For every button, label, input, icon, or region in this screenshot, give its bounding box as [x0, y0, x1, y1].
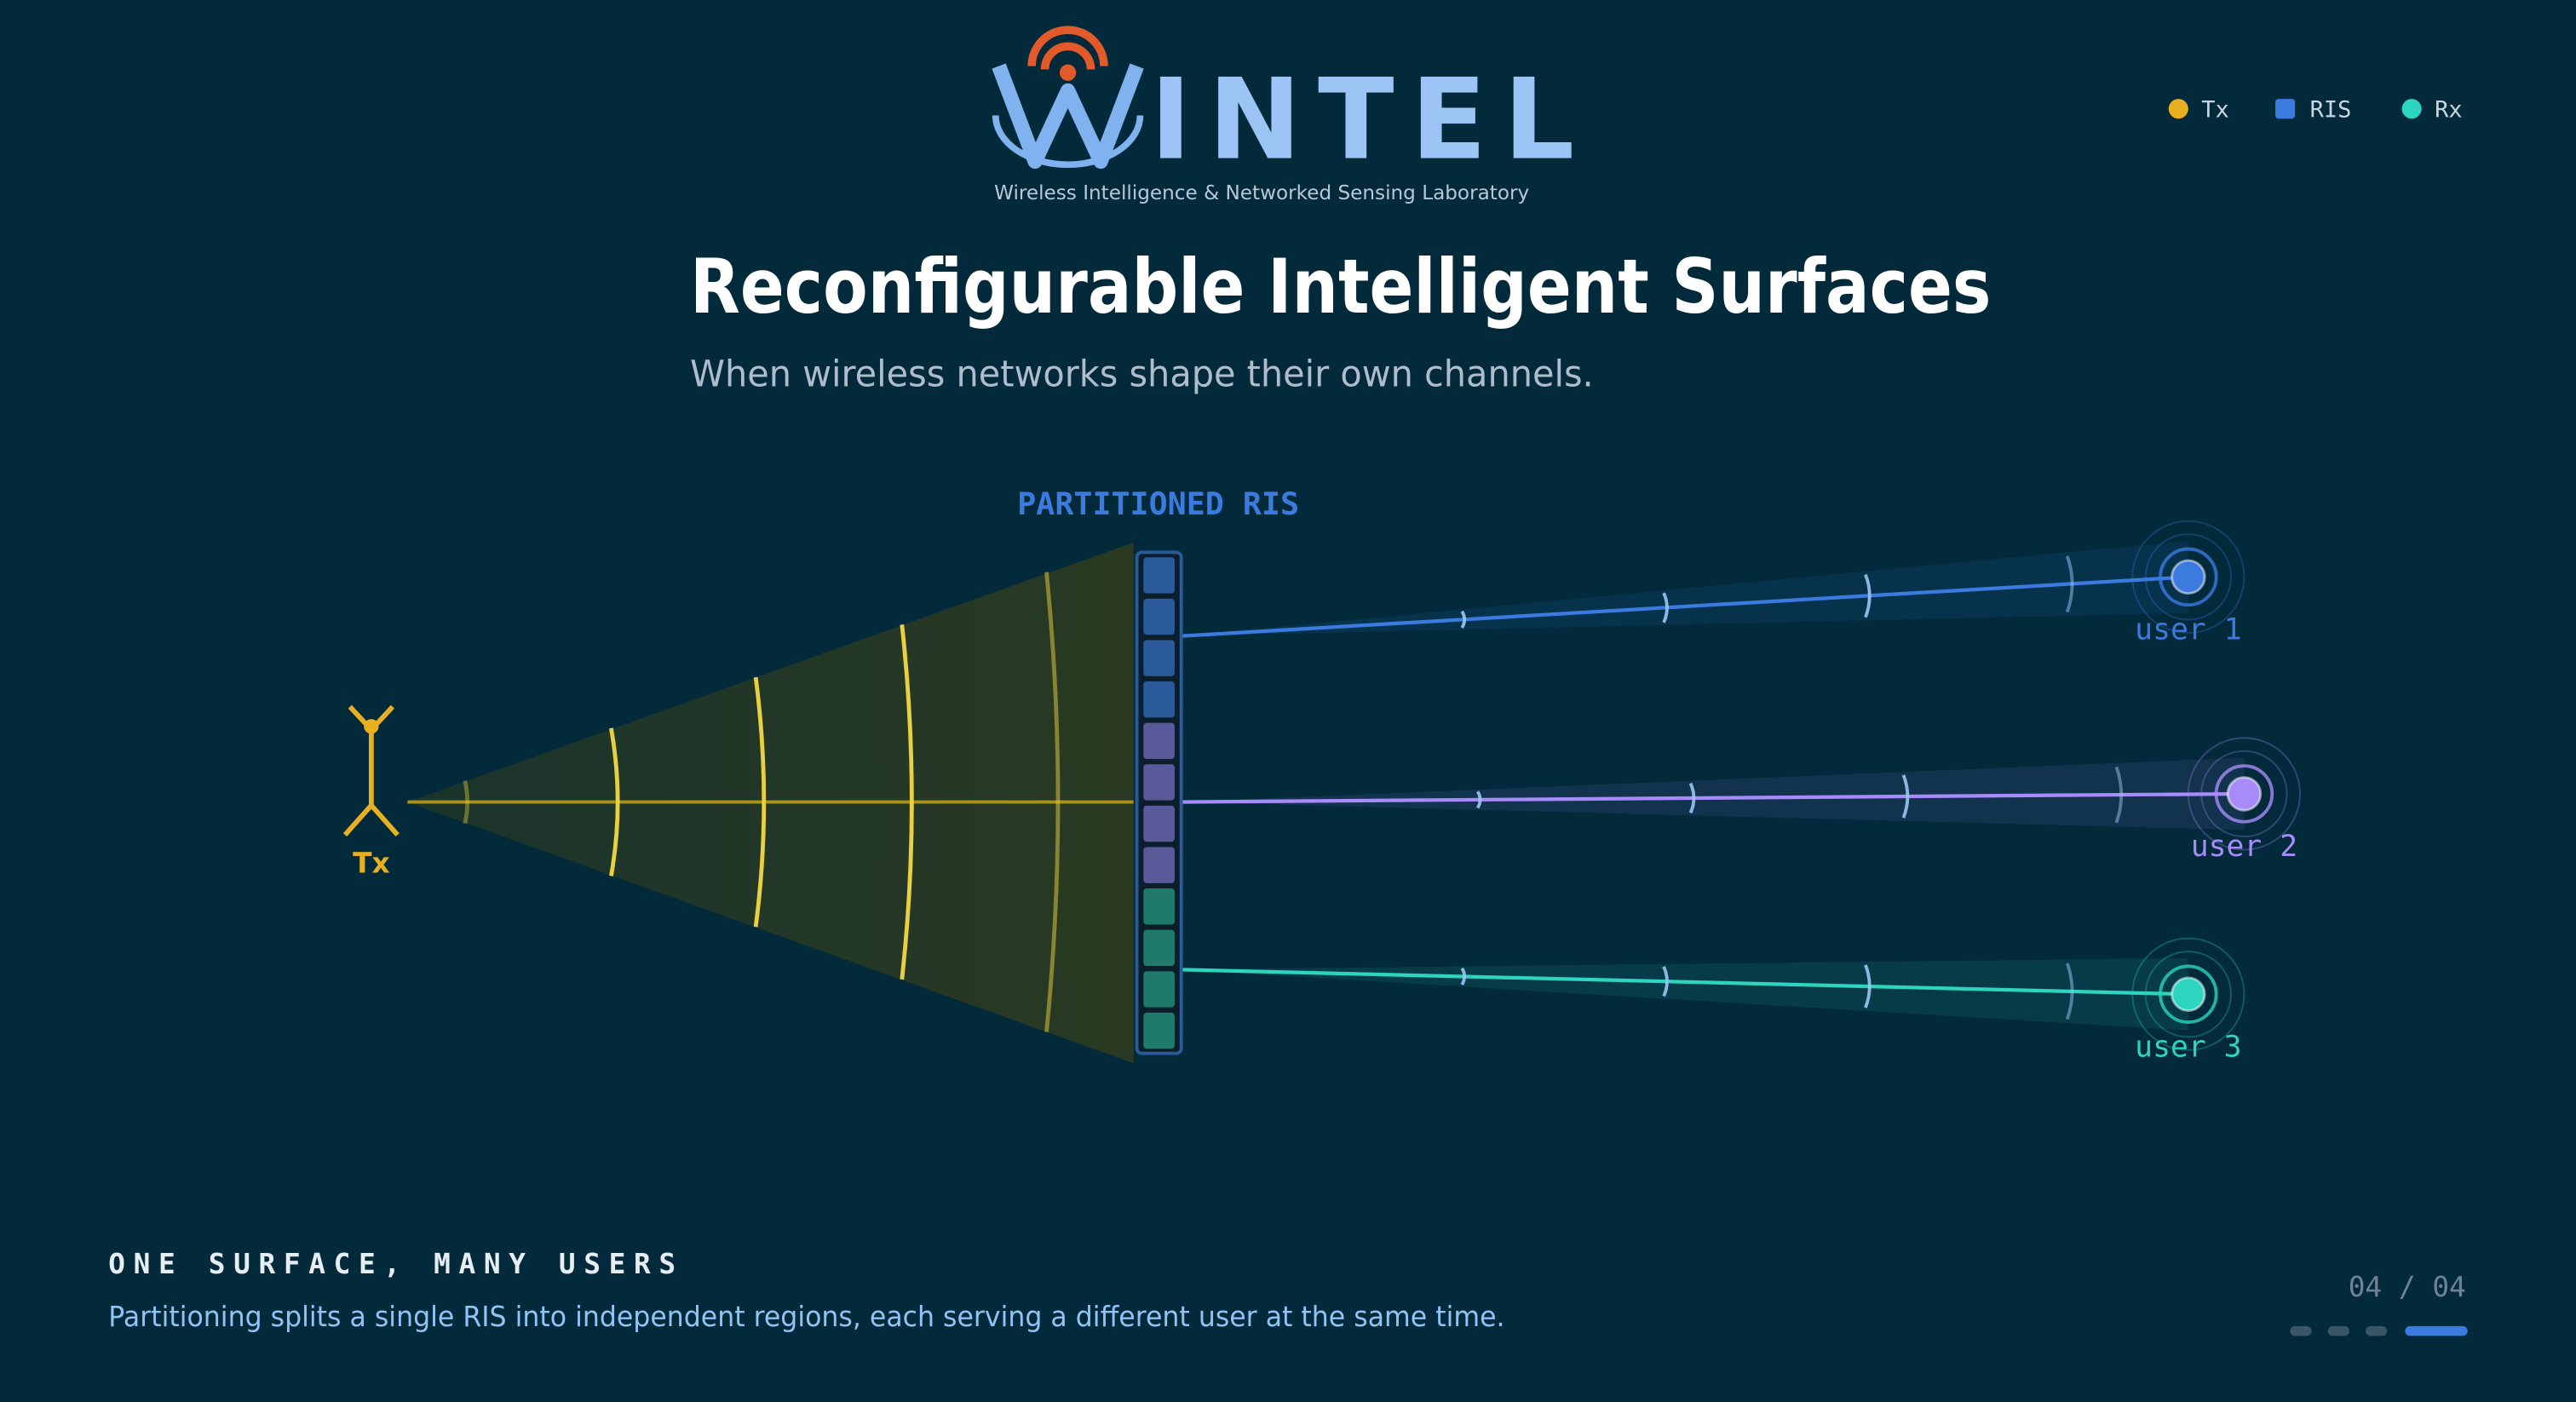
- user-ring: [2187, 737, 2301, 851]
- lab-name: Wireless Intelligence & Networked Sensin…: [994, 182, 1529, 204]
- logo: INTEL Wireless Intelligence & Networked …: [992, 26, 1591, 204]
- ris-cell: [1143, 1012, 1175, 1049]
- user-label: user 3: [2135, 1031, 2241, 1065]
- ris-label: PARTITIONED RIS: [1017, 486, 1299, 522]
- ris-cells: [1143, 557, 1175, 1049]
- tx-antenna: [342, 704, 400, 837]
- user-label: user 2: [2191, 830, 2297, 864]
- legend-swatch: [2275, 99, 2296, 119]
- footer-text: Partitioning splits a single RIS into in…: [108, 1301, 1504, 1333]
- user-ray: [1179, 968, 2188, 997]
- footer-heading: ONE SURFACE, MANY USERS: [108, 1248, 684, 1280]
- legend-label: Tx: [2201, 96, 2229, 123]
- tx-label: Tx: [353, 848, 390, 880]
- user-ring: [2214, 764, 2274, 824]
- user-node: [2171, 559, 2206, 595]
- legend-swatch: [2401, 99, 2422, 119]
- user-wave: [1864, 573, 1872, 618]
- user-wave: [2114, 766, 2124, 824]
- user-wave: [1662, 592, 1669, 623]
- ris-cell: [1143, 640, 1175, 676]
- user-ray: [1179, 575, 2188, 638]
- subtitle: When wireless networks shape their own c…: [690, 354, 1594, 396]
- ris-cell: [1143, 557, 1175, 594]
- user-ring: [2200, 750, 2288, 838]
- user-ring: [2144, 533, 2232, 621]
- ris-cell: [1143, 929, 1175, 967]
- user-wave: [1662, 966, 1669, 997]
- user-ring: [2159, 547, 2218, 607]
- page-dots: [2290, 1325, 2468, 1336]
- title: Reconfigurable Intelligent Surfaces: [690, 243, 1991, 330]
- ris-cell: [1143, 847, 1175, 883]
- user-ring: [2131, 937, 2245, 1051]
- user-wave: [2065, 962, 2074, 1020]
- user-ring: [2144, 951, 2232, 1038]
- user-node: [2171, 976, 2206, 1012]
- user-ring: [2159, 964, 2218, 1024]
- page-indicator: 04 / 04: [2349, 1271, 2466, 1303]
- wordmark: INTEL: [1150, 55, 1591, 185]
- ris-cell: [1143, 722, 1175, 760]
- user-wave: [1864, 964, 1872, 1008]
- legend-label: Rx: [2435, 96, 2463, 123]
- ris-cell: [1143, 971, 1175, 1008]
- user-node: [2226, 776, 2263, 812]
- user-wave: [2065, 555, 2074, 613]
- user-wave: [1688, 782, 1696, 814]
- user-ring: [2131, 520, 2245, 634]
- ris-panel: [1135, 550, 1183, 1055]
- user-ray: [1179, 791, 2245, 804]
- ris-cell: [1143, 764, 1175, 801]
- legend-swatch: [2168, 99, 2188, 119]
- ris-cell: [1143, 598, 1175, 635]
- user-beam: [1179, 757, 2245, 830]
- user-wave: [1901, 774, 1910, 819]
- tx-waves: [463, 572, 1061, 1032]
- user-label: user 1: [2135, 613, 2241, 647]
- current-page-dot[interactable]: [2405, 1325, 2468, 1336]
- legend-label: RIS: [2310, 96, 2352, 123]
- ris-cell: [1143, 681, 1175, 718]
- user-wave: [1460, 967, 1467, 986]
- user-wave: [1460, 610, 1467, 629]
- ris-cell: [1143, 888, 1175, 925]
- legend: Tx RIS Rx: [2168, 96, 2463, 123]
- user-wave: [1475, 790, 1482, 809]
- ris-cell: [1143, 805, 1175, 842]
